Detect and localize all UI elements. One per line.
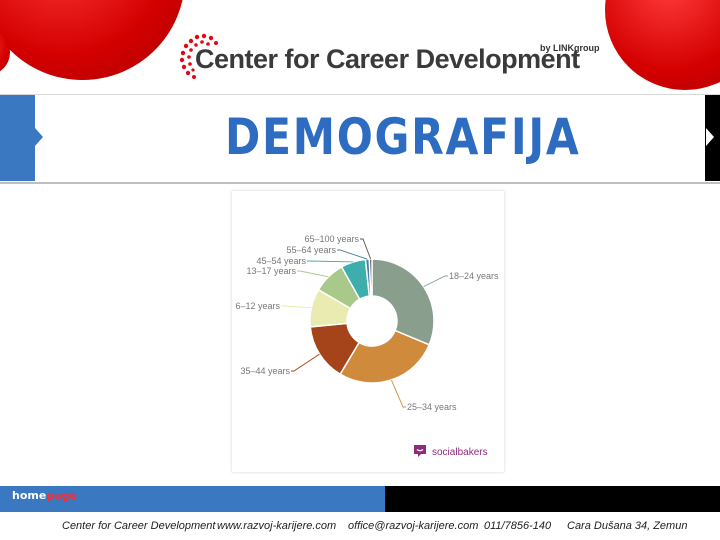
chevron-right-icon (35, 128, 43, 146)
leader-line (360, 238, 372, 260)
donut-chart: 18–24 years 25–34 years 35–44 years 6–12 ye… (235, 234, 499, 412)
footer-website: www.razvoj-karijere.com (217, 520, 337, 532)
footer-phone: 011/7856-140 (484, 520, 552, 532)
footer (0, 512, 720, 540)
red-sphere-decoration (605, 0, 720, 90)
slice-label: 6–12 years (235, 301, 280, 311)
footer-black-band (385, 486, 720, 512)
header (0, 0, 720, 92)
donut-slice (371, 258, 435, 346)
socialbakers-watermark: socialbakers (432, 447, 488, 458)
leader-line (291, 353, 320, 372)
homepage-logo: homepage (12, 489, 77, 502)
leader-line (337, 249, 368, 260)
socialbakers-logo-icon (414, 445, 426, 457)
footer-blue-band (0, 486, 385, 512)
slice-label: 35–44 years (240, 366, 290, 376)
slice-label: 25–34 years (407, 402, 457, 412)
logo-text: Center for Career Development (195, 44, 580, 74)
footer-address: Cara Dušana 34, Zemun (567, 520, 688, 532)
leader-line (281, 305, 312, 309)
chevron-right-icon (706, 128, 714, 146)
footer-org: Center for Career Development (62, 520, 216, 532)
leader-line (390, 379, 406, 408)
slice-label: 45–54 years (256, 256, 306, 266)
footer-email: office@razvoj-karijere.com (348, 520, 479, 532)
left-accent-tab (0, 95, 35, 181)
homepage-logo-part: page (46, 489, 77, 502)
slice-label: 18–24 years (449, 271, 499, 281)
leader-line (297, 270, 329, 278)
donut-slice (339, 329, 431, 384)
logo-dots-icon (179, 33, 218, 79)
logo-byline: by LINKgroup (540, 43, 600, 53)
leader-line (423, 275, 448, 288)
red-sphere-decoration (0, 0, 185, 80)
title-bar (0, 94, 720, 184)
red-sphere-decoration (0, 30, 10, 75)
slice-label: 55–64 years (286, 245, 336, 255)
chart-card: 18–24 years 25–34 years 35–44 years 6–12 ye… (232, 191, 504, 472)
slice-label: 65–100 years (304, 234, 359, 244)
leader-line (307, 260, 354, 263)
slide-title: DEMOGRAFIJA (225, 108, 581, 166)
homepage-logo-part: home (12, 489, 47, 502)
slice-label: 13–17 years (246, 266, 296, 276)
